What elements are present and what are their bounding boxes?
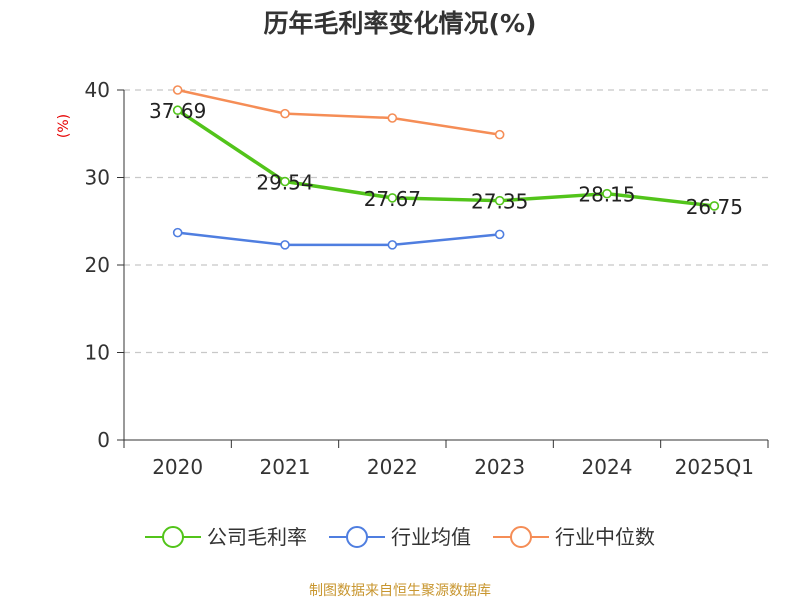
x-tick-label: 2022 xyxy=(367,455,418,479)
data-point xyxy=(494,129,505,140)
legend-swatch-marker xyxy=(162,526,184,548)
data-label: 26.75 xyxy=(686,195,743,219)
gridlines xyxy=(124,89,768,354)
legend-label: 公司毛利率 xyxy=(207,525,307,549)
series-line xyxy=(176,231,501,247)
data-point xyxy=(387,240,398,250)
data-point xyxy=(709,201,720,211)
y-tick-label: 40 xyxy=(85,78,110,102)
data-label: 28.15 xyxy=(578,183,635,207)
data-point xyxy=(172,227,183,238)
y-tick-label: 30 xyxy=(85,166,110,190)
legend-item: 行业均值 xyxy=(329,525,471,549)
x-tick-label: 2024 xyxy=(582,455,633,479)
y-tick-label: 0 xyxy=(97,428,110,452)
y-tick-label: 10 xyxy=(85,341,110,365)
y-axis-label: (%) xyxy=(56,114,72,138)
source-note: 制图数据来自恒生聚源数据库 xyxy=(309,583,491,599)
data-point xyxy=(494,195,505,206)
data-label: 27.67 xyxy=(364,187,421,211)
data-label: 37.69 xyxy=(149,99,206,123)
x-tick-label: 2021 xyxy=(260,455,311,479)
legend-label: 行业均值 xyxy=(391,525,471,549)
legend-swatch-marker xyxy=(346,526,368,548)
data-point xyxy=(280,176,290,187)
data-point xyxy=(280,108,290,119)
series-layer xyxy=(172,85,720,250)
legend-item: 行业中位数 xyxy=(493,525,655,549)
axes: 0 10 20 30 40 2020 2021 2022 2023 2024 2025Q1 xyxy=(85,78,769,479)
x-tick-label: 2020 xyxy=(152,455,203,479)
data-point xyxy=(387,113,398,123)
data-label: 27.35 xyxy=(471,190,528,214)
data-point xyxy=(280,240,290,250)
data-point xyxy=(172,85,183,95)
data-labels: 37.69 29.54 27.67 27.35 28.15 26.75 xyxy=(149,99,743,219)
data-point xyxy=(602,188,612,199)
series-line xyxy=(176,88,501,136)
series-line xyxy=(175,108,717,208)
data-label: 29.54 xyxy=(256,171,313,195)
y-tick-label: 20 xyxy=(85,253,110,277)
chart-title: 历年毛利率变化情况(%) xyxy=(264,9,537,38)
data-point xyxy=(172,105,183,116)
data-point xyxy=(494,229,505,240)
legend-swatch-marker xyxy=(510,526,532,548)
legend: 公司毛利率 行业均值 行业中位数 xyxy=(145,525,655,549)
x-tick-label: 2023 xyxy=(474,455,525,479)
legend-label: 行业中位数 xyxy=(555,525,655,549)
data-point xyxy=(387,193,398,203)
legend-item: 公司毛利率 xyxy=(145,525,307,549)
x-tick-label: 2025Q1 xyxy=(675,455,754,479)
